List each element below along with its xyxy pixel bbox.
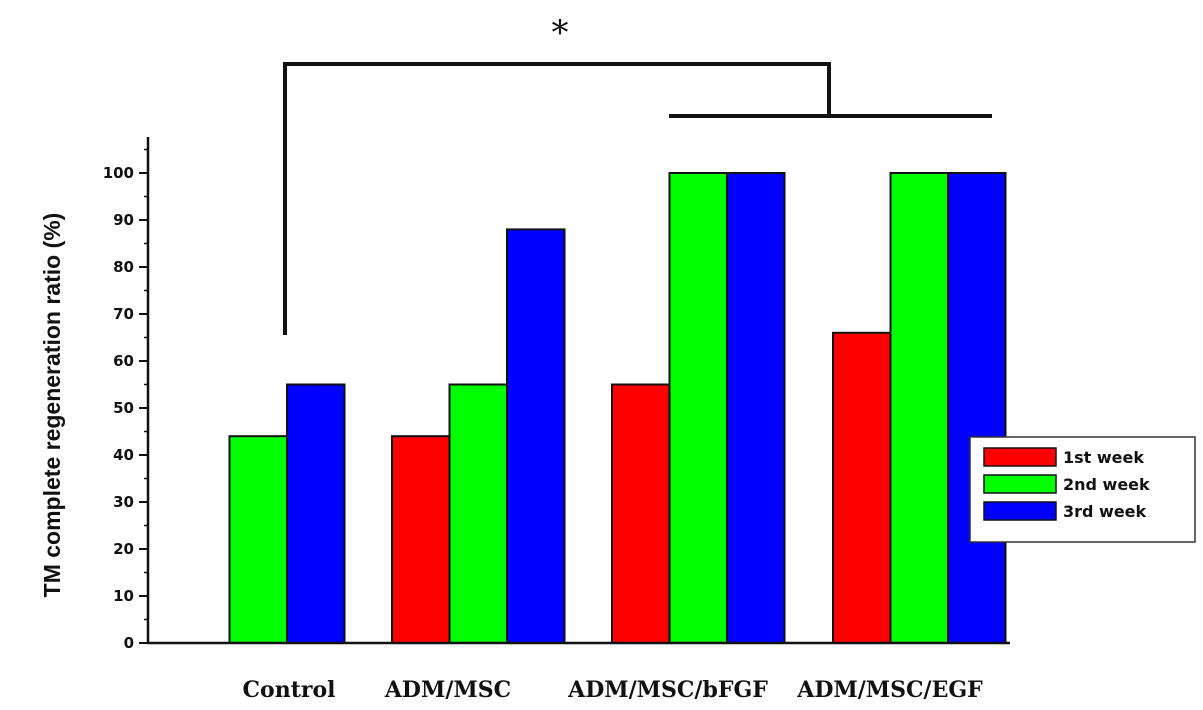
significance-bracket xyxy=(283,62,992,335)
legend-label: 3rd week xyxy=(1063,502,1147,521)
y-tick-label: 10 xyxy=(113,587,134,605)
axes: 0 10 20 30 40 50 60 70 80 90 100 Control ADM/MSC ADM/… xyxy=(103,137,1010,703)
y-tick-label: 40 xyxy=(113,446,134,464)
significance-marker: * xyxy=(552,13,569,53)
legend: 1st week 2nd week 3rd week xyxy=(969,436,1196,543)
x-category-label: ADM/MSC/EGF xyxy=(796,677,983,703)
legend-swatch xyxy=(983,501,1057,521)
x-category-label: Control xyxy=(243,677,336,703)
x-category-label: ADM/MSC xyxy=(384,677,511,703)
y-tick-label: 100 xyxy=(103,164,134,182)
bar xyxy=(668,172,728,644)
bar xyxy=(506,228,566,644)
y-tick-label: 70 xyxy=(113,305,134,323)
y-tick-label: 0 xyxy=(124,634,134,652)
y-tick-label: 30 xyxy=(113,493,134,511)
legend-label: 2nd week xyxy=(1063,475,1150,494)
y-axis-label: TM complete regeneration ratio (%) xyxy=(39,213,65,598)
bar xyxy=(611,383,671,644)
bar xyxy=(726,172,786,644)
bar xyxy=(832,331,892,644)
bar xyxy=(391,435,451,645)
bar xyxy=(947,172,1007,644)
legend-swatch xyxy=(983,447,1057,467)
y-tick-label: 50 xyxy=(113,399,134,417)
bar xyxy=(228,435,288,645)
y-tick-label: 90 xyxy=(113,211,134,229)
bar xyxy=(286,383,346,644)
bar xyxy=(448,383,508,644)
bar-layer xyxy=(228,172,1007,645)
y-tick-label: 80 xyxy=(113,258,134,276)
x-category-label: ADM/MSC/bFGF xyxy=(567,677,768,703)
legend-swatch xyxy=(983,474,1057,494)
legend-label: 1st week xyxy=(1063,448,1144,467)
y-tick-label: 20 xyxy=(113,540,134,558)
bar xyxy=(889,172,949,644)
y-tick-label: 60 xyxy=(113,352,134,370)
bracket-line xyxy=(283,62,831,335)
